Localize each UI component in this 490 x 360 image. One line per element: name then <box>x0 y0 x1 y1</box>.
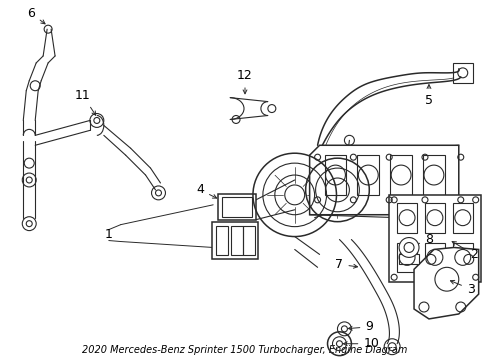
Bar <box>453 203 473 233</box>
Bar <box>453 243 473 272</box>
Text: 9: 9 <box>348 320 373 333</box>
Polygon shape <box>310 145 459 215</box>
Text: 10: 10 <box>343 337 379 350</box>
Bar <box>218 194 256 220</box>
Bar <box>425 243 445 272</box>
Bar <box>425 203 445 233</box>
Text: 2: 2 <box>452 242 478 261</box>
Text: 5: 5 <box>425 85 433 107</box>
Text: 8: 8 <box>413 233 433 246</box>
Bar <box>212 222 258 260</box>
Text: 4: 4 <box>196 184 217 198</box>
Bar <box>399 255 419 264</box>
Bar <box>357 155 379 195</box>
Text: 2020 Mercedes-Benz Sprinter 1500 Turbocharger, Engine Diagram: 2020 Mercedes-Benz Sprinter 1500 Turboch… <box>82 345 408 355</box>
Text: 6: 6 <box>27 7 45 24</box>
Text: 3: 3 <box>450 280 475 296</box>
Text: 11: 11 <box>75 89 96 115</box>
Circle shape <box>24 158 34 168</box>
Bar <box>423 155 445 195</box>
Text: 7: 7 <box>336 258 358 271</box>
Bar <box>231 226 243 255</box>
Bar <box>216 226 228 255</box>
Bar <box>390 155 412 195</box>
Bar <box>453 63 473 83</box>
Bar <box>243 226 255 255</box>
Bar <box>389 195 481 282</box>
Bar <box>222 197 252 217</box>
Text: 1: 1 <box>105 228 113 241</box>
Text: 12: 12 <box>237 69 253 94</box>
Bar <box>397 243 417 272</box>
Bar <box>397 203 417 233</box>
Circle shape <box>399 238 419 257</box>
Polygon shape <box>414 247 479 319</box>
Bar <box>324 155 346 195</box>
